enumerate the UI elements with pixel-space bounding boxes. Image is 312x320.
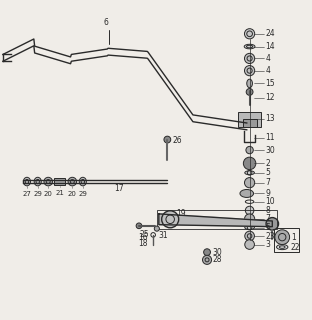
Polygon shape: [159, 214, 272, 227]
Text: 16: 16: [138, 234, 148, 243]
Circle shape: [275, 230, 290, 244]
Text: 14: 14: [265, 42, 275, 51]
Ellipse shape: [276, 244, 288, 250]
Text: 4: 4: [265, 66, 270, 75]
Text: 22: 22: [291, 243, 300, 252]
Circle shape: [243, 157, 256, 170]
Text: 20: 20: [44, 191, 53, 197]
Circle shape: [154, 226, 159, 231]
Circle shape: [245, 231, 254, 241]
Text: 30: 30: [212, 248, 222, 257]
Text: 7: 7: [265, 178, 270, 187]
Text: 26: 26: [173, 136, 182, 145]
Text: 23: 23: [265, 231, 275, 241]
Ellipse shape: [68, 177, 76, 186]
Text: 27: 27: [22, 191, 32, 197]
Circle shape: [136, 223, 142, 228]
Ellipse shape: [79, 177, 86, 186]
Circle shape: [266, 218, 279, 230]
Ellipse shape: [247, 79, 252, 88]
Text: 1: 1: [291, 233, 295, 242]
Text: 2: 2: [265, 159, 270, 168]
Ellipse shape: [245, 226, 254, 229]
Circle shape: [164, 136, 171, 143]
Ellipse shape: [245, 171, 254, 175]
Ellipse shape: [44, 177, 52, 186]
Ellipse shape: [34, 177, 41, 186]
Text: 5: 5: [265, 168, 270, 177]
Bar: [238, 112, 261, 127]
Circle shape: [245, 206, 254, 215]
Text: 13: 13: [265, 114, 275, 124]
Text: 10: 10: [265, 197, 275, 206]
Text: 8: 8: [265, 206, 270, 215]
Circle shape: [245, 240, 254, 249]
Circle shape: [245, 66, 255, 76]
Circle shape: [245, 178, 255, 188]
Text: 29: 29: [78, 191, 87, 197]
Text: 3: 3: [265, 240, 270, 249]
Circle shape: [245, 29, 255, 39]
Text: 15: 15: [265, 79, 275, 88]
Circle shape: [162, 211, 179, 228]
Bar: [54, 178, 65, 185]
Circle shape: [246, 89, 253, 95]
Text: 7: 7: [265, 214, 270, 223]
Text: 9: 9: [265, 189, 270, 198]
Circle shape: [245, 214, 255, 224]
Text: 24: 24: [265, 29, 275, 38]
Bar: [158, 210, 276, 229]
Circle shape: [245, 53, 255, 64]
Text: 4: 4: [265, 54, 270, 63]
Text: 31: 31: [158, 231, 168, 240]
Text: 29: 29: [33, 191, 42, 197]
Text: 19: 19: [176, 209, 185, 218]
Text: 20: 20: [68, 191, 77, 197]
Text: 12: 12: [265, 93, 275, 102]
Text: 11: 11: [265, 133, 275, 142]
Bar: [242, 119, 257, 127]
Text: 30: 30: [265, 146, 275, 155]
Text: 5: 5: [265, 223, 270, 232]
Ellipse shape: [240, 189, 254, 197]
Circle shape: [202, 255, 212, 264]
Circle shape: [204, 249, 211, 256]
Text: 21: 21: [55, 190, 64, 196]
Bar: [274, 228, 299, 252]
Text: 25: 25: [140, 230, 149, 239]
Text: 28: 28: [212, 255, 222, 264]
Text: 17: 17: [114, 184, 124, 193]
Text: 18: 18: [138, 239, 148, 248]
Ellipse shape: [23, 177, 31, 186]
Ellipse shape: [244, 44, 255, 49]
Text: 6: 6: [104, 18, 109, 27]
Circle shape: [246, 146, 253, 154]
